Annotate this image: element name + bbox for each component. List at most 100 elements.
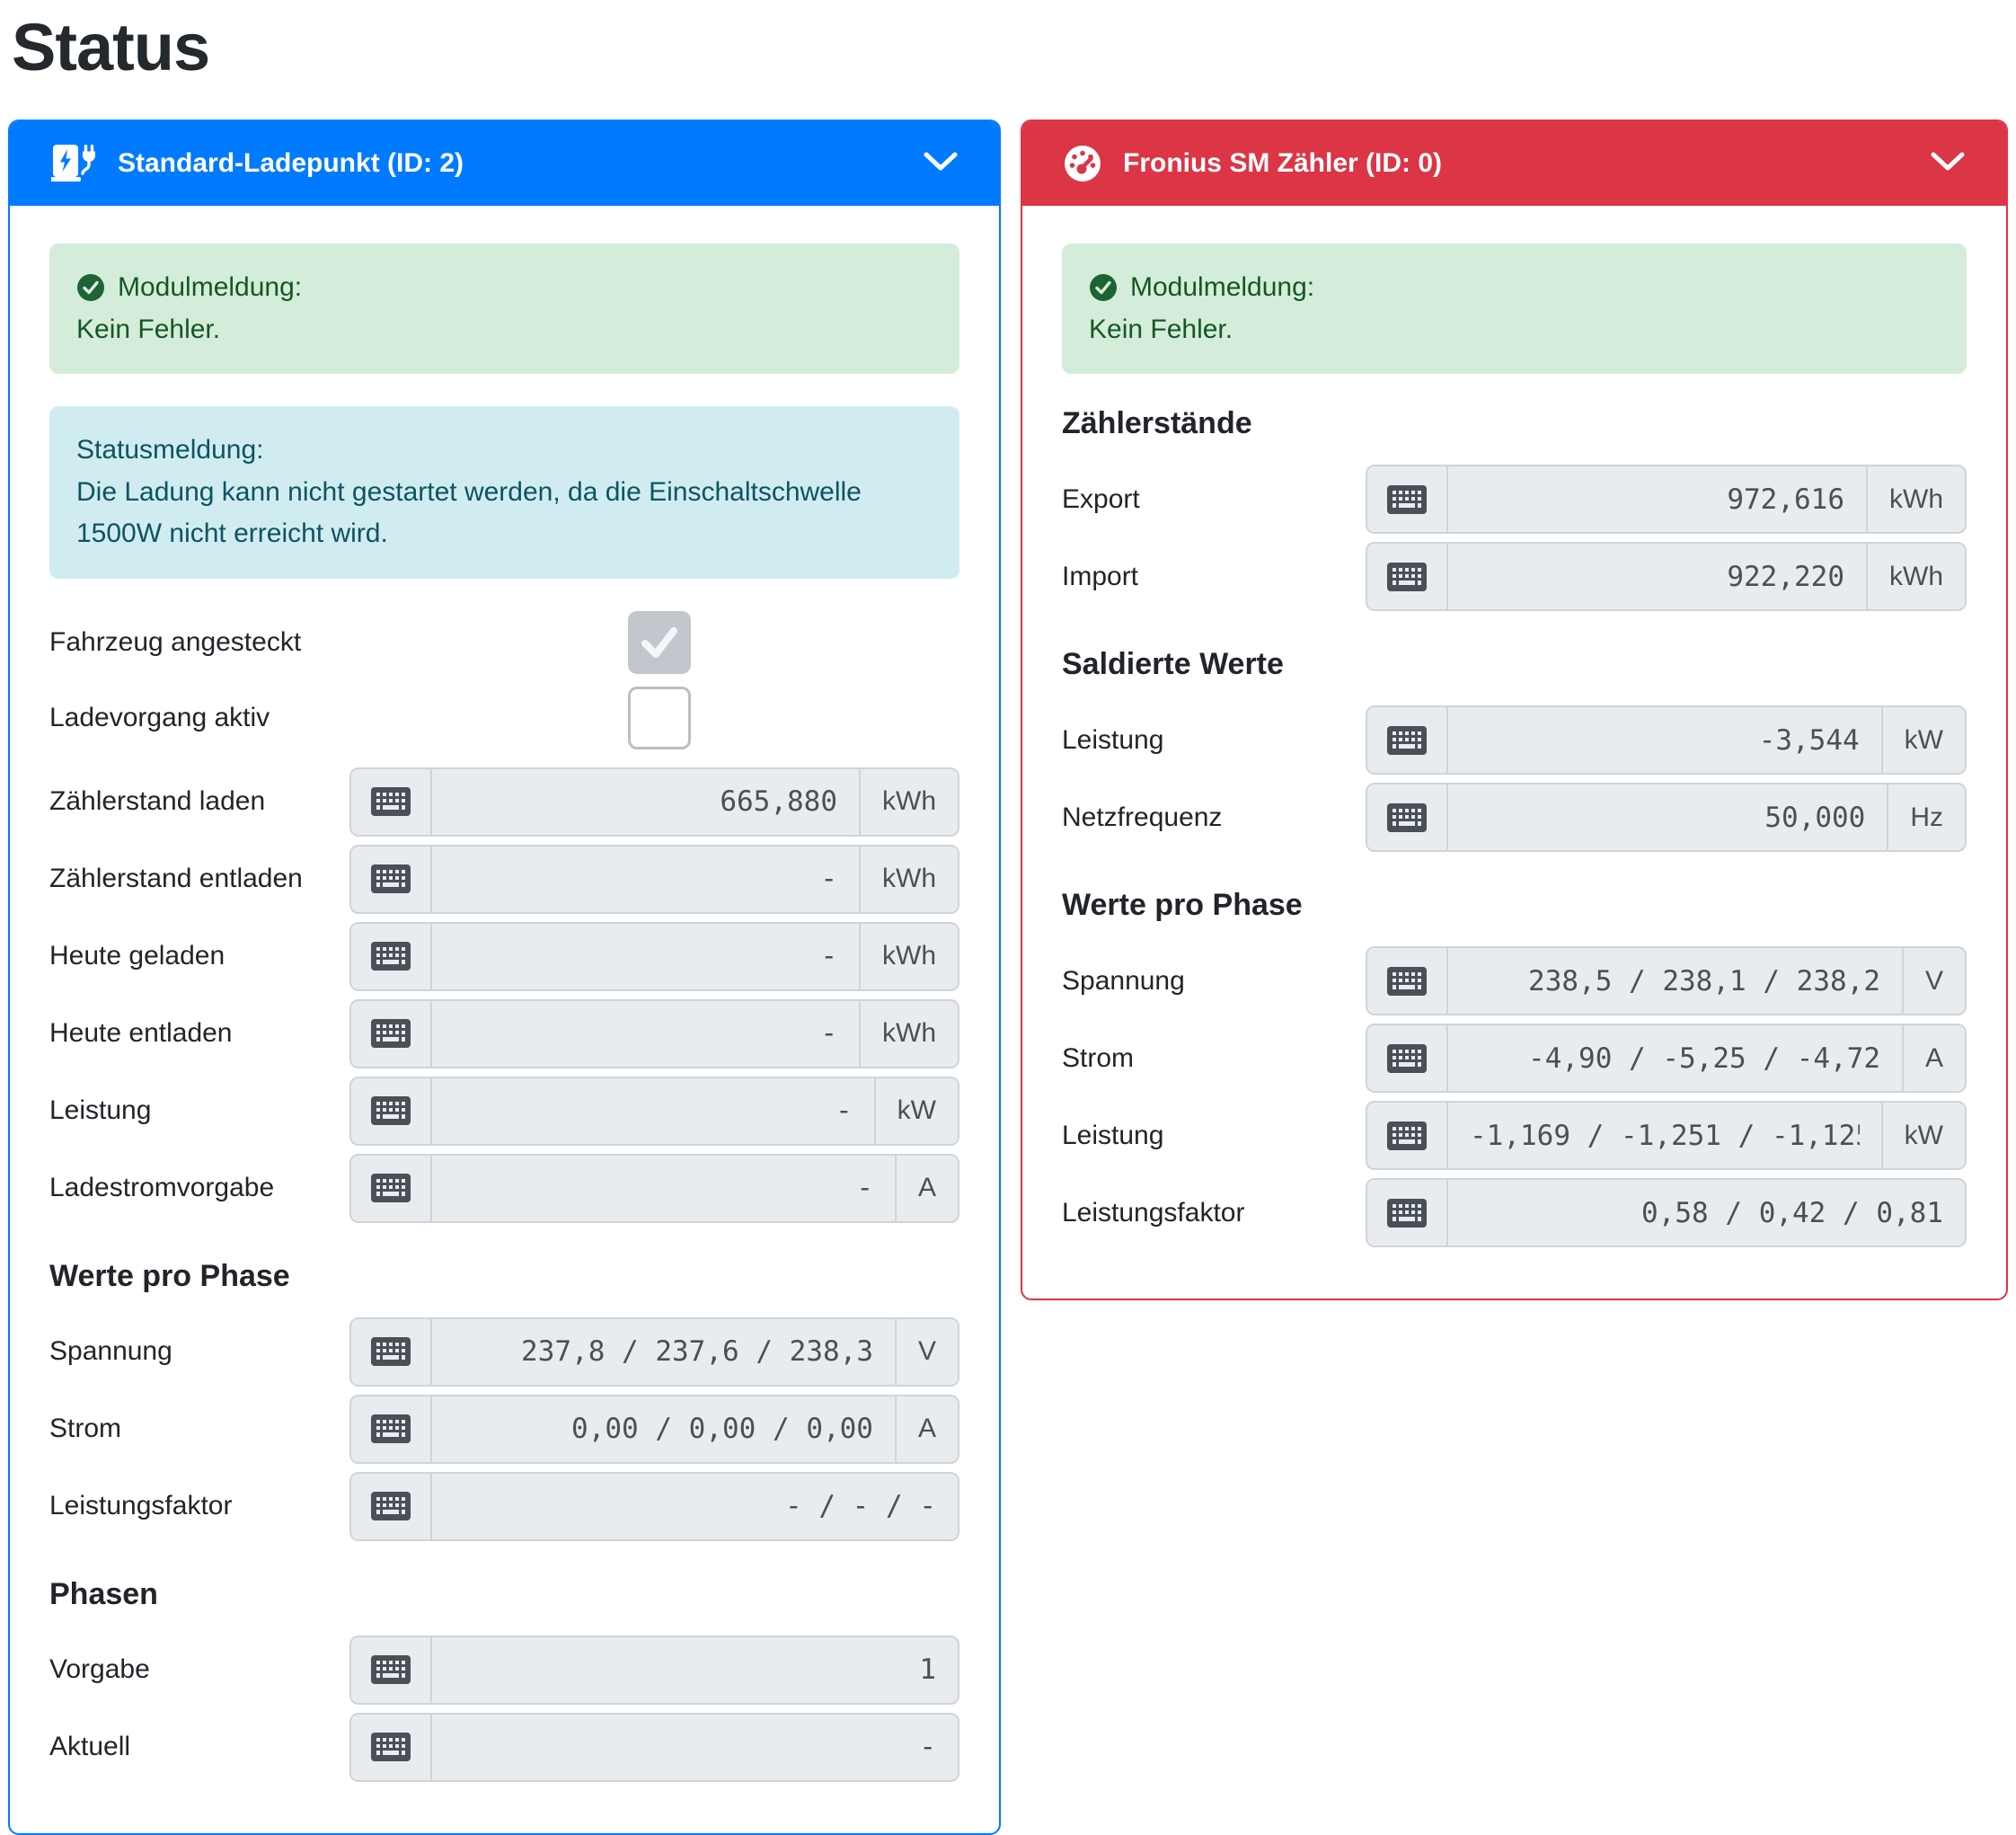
unit-label: kWh bbox=[859, 846, 958, 912]
unit-label: kW bbox=[1880, 1103, 1965, 1168]
unit-label: kWh bbox=[859, 923, 958, 989]
charging-station-icon bbox=[51, 145, 96, 182]
field-import: Import kWh bbox=[1062, 542, 1967, 611]
import-input bbox=[1448, 544, 1866, 609]
keyboard-icon bbox=[1367, 466, 1448, 532]
charging-active-row: Ladevorgang aktiv bbox=[49, 686, 959, 749]
field-vorgabe: Vorgabe bbox=[49, 1635, 959, 1705]
vehicle-plugged-row: Fahrzeug angesteckt bbox=[49, 610, 959, 674]
keyboard-icon bbox=[1367, 1180, 1448, 1245]
keyboard-icon bbox=[351, 846, 432, 912]
netzfrequenz-input bbox=[1448, 785, 1888, 850]
unit-label: Hz bbox=[1887, 785, 1965, 850]
field-zaehlerstand-entladen: Zählerstand entladen kWh bbox=[49, 844, 959, 914]
field-heute-entladen: Heute entladen kWh bbox=[49, 998, 959, 1068]
unit-label: A bbox=[894, 1155, 958, 1221]
field-strom: Strom A bbox=[49, 1394, 959, 1464]
zaehlerstand-entladen-input bbox=[432, 846, 859, 912]
meter-card-title: Fronius SM Zähler (ID: 0) bbox=[1123, 148, 1443, 178]
spannung-input bbox=[1448, 948, 1902, 1014]
strom-input bbox=[432, 1396, 895, 1462]
keyboard-icon bbox=[351, 1714, 432, 1780]
meter-card-header[interactable]: Fronius SM Zähler (ID: 0) bbox=[1022, 121, 2006, 206]
leistungsfaktor-input bbox=[432, 1473, 958, 1539]
page-title: Status bbox=[12, 10, 210, 84]
chevron-down-icon[interactable] bbox=[924, 148, 958, 179]
aktuell-input bbox=[432, 1714, 958, 1780]
keyboard-icon bbox=[1367, 544, 1448, 609]
field-strom: Strom A bbox=[1062, 1024, 1967, 1093]
keyboard-icon bbox=[1367, 948, 1448, 1014]
zaehlerstand-laden-input bbox=[432, 768, 859, 835]
module-message-label: Modulmeldung: bbox=[118, 272, 303, 302]
section-werte-pro-phase: Werte pro Phase bbox=[1062, 888, 1303, 922]
field-heute-geladen: Heute geladen kWh bbox=[49, 921, 959, 991]
status-message-text: Die Ladung kann nicht gestartet werden, … bbox=[76, 476, 862, 549]
field-ladestromvorgabe: Ladestromvorgabe A bbox=[49, 1153, 959, 1223]
unit-label: V bbox=[894, 1318, 958, 1385]
module-message-text: Kein Fehler. bbox=[76, 314, 221, 344]
section-saldierte-werte: Saldierte Werte bbox=[1062, 647, 1284, 681]
strom-input bbox=[1448, 1025, 1902, 1091]
heute-entladen-input bbox=[432, 1000, 859, 1067]
unit-label: kWh bbox=[859, 768, 958, 835]
leistung-input bbox=[432, 1077, 874, 1144]
ladestromvorgabe-input bbox=[432, 1155, 895, 1221]
module-message-label: Modulmeldung: bbox=[1130, 272, 1315, 302]
unit-label: kWh bbox=[1866, 466, 1965, 532]
keyboard-icon bbox=[351, 1636, 432, 1703]
section-phasen: Phasen bbox=[49, 1576, 158, 1611]
vehicle-plugged-label: Fahrzeug angesteckt bbox=[49, 626, 302, 657]
field-aktuell: Aktuell bbox=[49, 1712, 959, 1782]
heute-geladen-input bbox=[432, 923, 859, 989]
spannung-input bbox=[432, 1318, 895, 1385]
field-export: Export kWh bbox=[1062, 465, 1967, 534]
unit-label: kW bbox=[873, 1077, 958, 1144]
keyboard-icon bbox=[1367, 707, 1448, 773]
keyboard-icon bbox=[351, 923, 432, 989]
unit-label: A bbox=[894, 1396, 958, 1462]
field-leistung-phase: Leistung kW bbox=[1062, 1101, 1967, 1170]
keyboard-icon bbox=[351, 1473, 432, 1539]
keyboard-icon bbox=[351, 1155, 432, 1221]
leistungsfaktor-input bbox=[1448, 1180, 1965, 1245]
meter-card: Fronius SM Zähler (ID: 0) Modulmeldung: … bbox=[1021, 120, 2008, 1300]
vehicle-plugged-checkbox bbox=[628, 610, 691, 674]
field-leistung-saldiert: Leistung kW bbox=[1062, 705, 1967, 775]
chargepoint-card: Standard-Ladepunkt (ID: 2) Modulmeldung:… bbox=[8, 120, 1001, 1835]
charging-active-checkbox bbox=[628, 686, 691, 749]
vorgabe-input bbox=[432, 1636, 958, 1703]
keyboard-icon bbox=[351, 1318, 432, 1385]
field-zaehlerstand-laden: Zählerstand laden kWh bbox=[49, 767, 959, 837]
status-message-label: Statusmeldung: bbox=[76, 435, 264, 465]
keyboard-icon bbox=[1367, 1103, 1448, 1168]
module-message-alert: Modulmeldung: Kein Fehler. bbox=[49, 244, 959, 374]
charging-active-label: Ladevorgang aktiv bbox=[49, 702, 270, 732]
export-input bbox=[1448, 466, 1866, 532]
unit-label: kWh bbox=[1866, 544, 1965, 609]
gauge-icon bbox=[1064, 145, 1101, 182]
chargepoint-card-header[interactable]: Standard-Ladepunkt (ID: 2) bbox=[10, 121, 999, 206]
field-leistungsfaktor: Leistungsfaktor bbox=[1062, 1178, 1967, 1247]
field-spannung: Spannung V bbox=[49, 1316, 959, 1387]
unit-label: kW bbox=[1880, 707, 1965, 773]
check-circle-icon bbox=[1089, 273, 1118, 302]
unit-label: A bbox=[1901, 1025, 1965, 1091]
status-message-alert: Statusmeldung: Die Ladung kann nicht ges… bbox=[49, 406, 959, 579]
keyboard-icon bbox=[351, 1000, 432, 1067]
chargepoint-card-title: Standard-Ladepunkt (ID: 2) bbox=[118, 148, 464, 178]
field-netzfrequenz: Netzfrequenz Hz bbox=[1062, 783, 1967, 852]
module-message-alert: Modulmeldung: Kein Fehler. bbox=[1062, 244, 1967, 374]
chevron-down-icon[interactable] bbox=[1931, 148, 1965, 179]
unit-label: kWh bbox=[859, 1000, 958, 1067]
keyboard-icon bbox=[351, 768, 432, 835]
section-werte-pro-phase: Werte pro Phase bbox=[49, 1258, 290, 1293]
keyboard-icon bbox=[351, 1396, 432, 1462]
leistung-phase-input bbox=[1448, 1103, 1881, 1168]
field-spannung: Spannung V bbox=[1062, 946, 1967, 1015]
keyboard-icon bbox=[351, 1077, 432, 1144]
check-circle-icon bbox=[76, 273, 105, 302]
leistung-saldiert-input bbox=[1448, 707, 1881, 773]
field-leistung: Leistung kW bbox=[49, 1076, 959, 1146]
